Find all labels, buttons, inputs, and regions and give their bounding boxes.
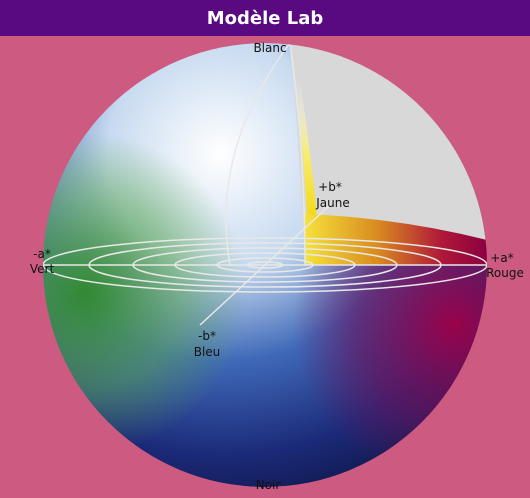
label-white: Blanc — [253, 41, 286, 55]
title: Modèle Lab — [207, 8, 324, 29]
label-minus-a: -a* — [33, 247, 51, 261]
title-bar — [0, 0, 530, 36]
label-plus-a: +a* — [490, 251, 513, 265]
label-red: Rouge — [486, 266, 524, 280]
label-minus-b: -b* — [198, 329, 216, 343]
sphere — [43, 43, 487, 487]
label-blue: Bleu — [194, 345, 221, 359]
label-green: Vert — [30, 262, 55, 276]
label-plus-b: +b* — [318, 180, 342, 194]
label-black: Noir — [256, 478, 281, 492]
label-yellow: Jaune — [315, 196, 350, 210]
